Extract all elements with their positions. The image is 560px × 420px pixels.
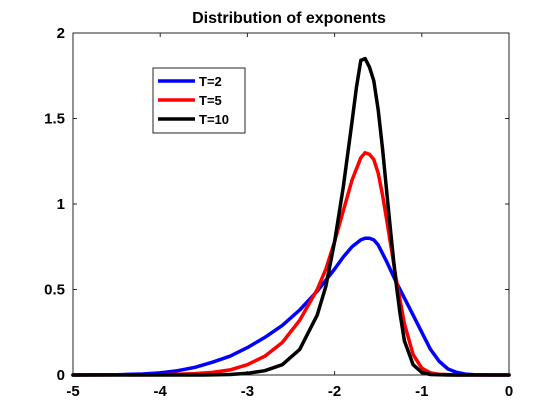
series-line-1	[71, 236, 511, 377]
legend-label: T=5	[199, 93, 222, 108]
x-tick-label: -2	[328, 383, 341, 400]
plot-area	[72, 32, 510, 376]
y-axis: 0 0.5 1 1.5 2	[44, 25, 509, 384]
legend: T=2 T=5 T=10	[152, 67, 246, 134]
y-tick-label: 1	[57, 196, 65, 213]
series-layer	[71, 56, 511, 377]
x-tick-label: 0	[505, 383, 513, 400]
legend-label: T=10	[199, 112, 229, 127]
x-tick-label: -5	[66, 383, 79, 400]
y-tick-label: 2	[57, 25, 65, 42]
series-line-3	[71, 56, 511, 377]
y-tick-label: 1.5	[44, 111, 65, 128]
series-line-2	[71, 150, 511, 377]
chart-title: Distribution of exponents	[192, 10, 386, 27]
x-tick-label: -1	[415, 383, 428, 400]
legend-label: T=2	[199, 74, 222, 89]
x-tick-label: -4	[154, 383, 168, 400]
x-axis: -5 -4 -3 -2 -1 0	[66, 33, 513, 400]
x-tick-label: -3	[241, 383, 254, 400]
y-tick-label: 0.5	[44, 282, 65, 299]
y-tick-label: 0	[57, 367, 65, 384]
